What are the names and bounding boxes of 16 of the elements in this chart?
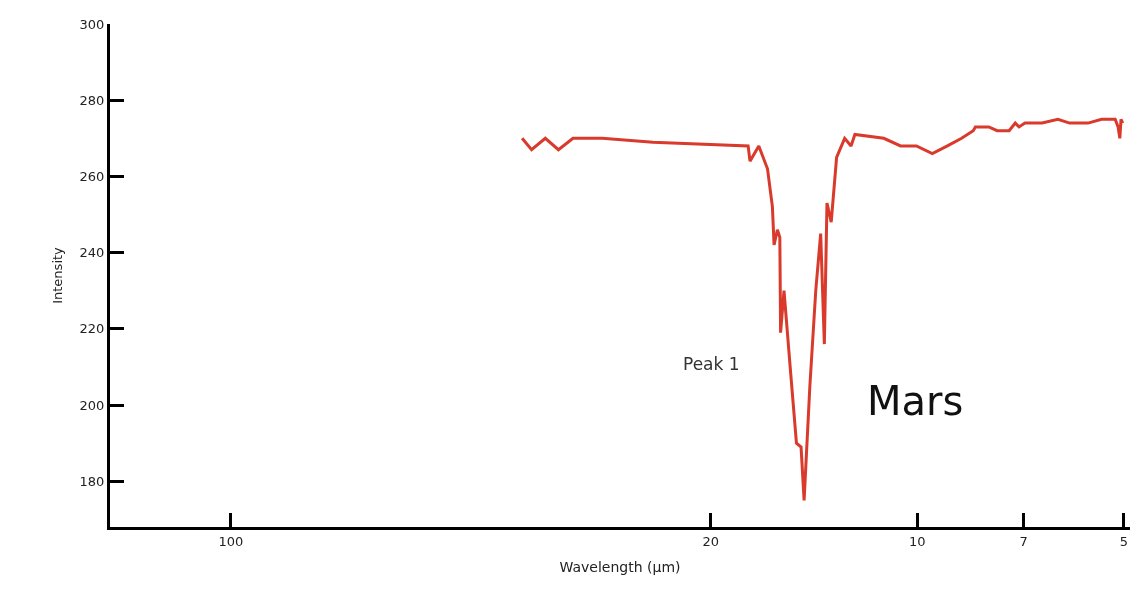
annotation: Peak 1 (683, 354, 740, 374)
x-tick-label: 20 (702, 533, 719, 549)
y-tick-label: 220 (79, 321, 105, 337)
x-tick-label: 5 (1119, 533, 1129, 549)
series-label: Mars (867, 378, 964, 424)
y-tick-label: 180 (79, 473, 105, 489)
x-tick-label: 100 (218, 533, 244, 549)
x-tick-label: 7 (1019, 533, 1028, 549)
y-tick-label: 300 (79, 16, 105, 32)
y-tick-label: 280 (79, 92, 105, 108)
y-tick-label: 260 (79, 168, 105, 184)
y-axis-title: Intensity (49, 246, 65, 304)
y-tick-label: 200 (79, 397, 105, 413)
y-tick-label: 240 (79, 245, 105, 261)
x-tick-label: 10 (909, 533, 926, 549)
x-axis-title: Wavelength (µm) (559, 558, 681, 575)
